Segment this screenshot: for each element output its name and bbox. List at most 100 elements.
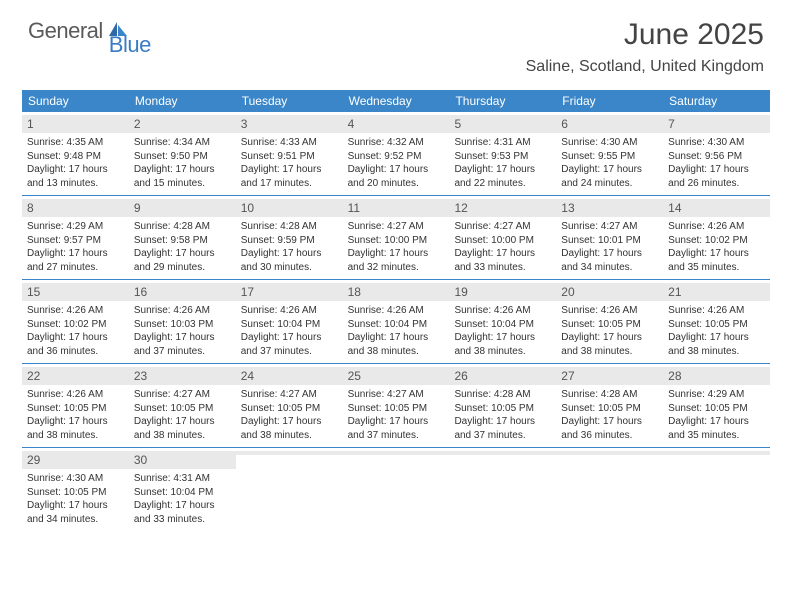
day-number [236, 451, 343, 455]
day-daylight-line2: and 33 minutes. [454, 261, 551, 275]
day-number: 16 [129, 283, 236, 301]
day-daylight-line1: Daylight: 17 hours [454, 331, 551, 345]
day-daylight-line2: and 38 minutes. [27, 429, 124, 443]
day-sunset: Sunset: 10:04 PM [134, 486, 231, 500]
dow-saturday: Saturday [663, 90, 770, 112]
day-sunrise: Sunrise: 4:27 AM [348, 220, 445, 234]
day-sunrise: Sunrise: 4:26 AM [348, 304, 445, 318]
day-number [343, 451, 450, 455]
day-sunset: Sunset: 10:05 PM [348, 402, 445, 416]
day-daylight-line2: and 22 minutes. [454, 177, 551, 191]
day-sunrise: Sunrise: 4:28 AM [454, 388, 551, 402]
day-cell [556, 448, 663, 531]
day-daylight-line2: and 29 minutes. [134, 261, 231, 275]
day-daylight-line1: Daylight: 17 hours [668, 247, 765, 261]
day-daylight-line1: Daylight: 17 hours [134, 331, 231, 345]
day-daylight-line1: Daylight: 17 hours [134, 247, 231, 261]
dow-tuesday: Tuesday [236, 90, 343, 112]
day-cell: 17Sunrise: 4:26 AMSunset: 10:04 PMDaylig… [236, 280, 343, 363]
day-number: 2 [129, 115, 236, 133]
day-number: 27 [556, 367, 663, 385]
day-sunrise: Sunrise: 4:32 AM [348, 136, 445, 150]
day-sunrise: Sunrise: 4:34 AM [134, 136, 231, 150]
day-cell: 23Sunrise: 4:27 AMSunset: 10:05 PMDaylig… [129, 364, 236, 447]
logo-text-general: General [28, 18, 103, 44]
day-daylight-line1: Daylight: 17 hours [668, 163, 765, 177]
day-sunset: Sunset: 10:02 PM [27, 318, 124, 332]
day-daylight-line1: Daylight: 17 hours [27, 331, 124, 345]
day-sunrise: Sunrise: 4:26 AM [27, 304, 124, 318]
day-daylight-line1: Daylight: 17 hours [348, 247, 445, 261]
logo-text-blue: Blue [109, 32, 151, 58]
day-sunset: Sunset: 10:05 PM [27, 402, 124, 416]
day-number: 7 [663, 115, 770, 133]
day-daylight-line1: Daylight: 17 hours [348, 331, 445, 345]
day-sunset: Sunset: 10:05 PM [561, 402, 658, 416]
day-daylight-line2: and 38 minutes. [348, 345, 445, 359]
day-daylight-line2: and 37 minutes. [454, 429, 551, 443]
week-row: 8Sunrise: 4:29 AMSunset: 9:57 PMDaylight… [22, 196, 770, 280]
day-daylight-line1: Daylight: 17 hours [27, 499, 124, 513]
day-cell: 28Sunrise: 4:29 AMSunset: 10:05 PMDaylig… [663, 364, 770, 447]
day-cell: 24Sunrise: 4:27 AMSunset: 10:05 PMDaylig… [236, 364, 343, 447]
day-sunrise: Sunrise: 4:30 AM [561, 136, 658, 150]
day-sunset: Sunset: 10:05 PM [454, 402, 551, 416]
location-subtitle: Saline, Scotland, United Kingdom [526, 58, 764, 76]
dow-wednesday: Wednesday [343, 90, 450, 112]
day-number: 30 [129, 451, 236, 469]
day-sunrise: Sunrise: 4:26 AM [668, 304, 765, 318]
day-sunrise: Sunrise: 4:31 AM [454, 136, 551, 150]
day-daylight-line2: and 32 minutes. [348, 261, 445, 275]
day-sunset: Sunset: 9:56 PM [668, 150, 765, 164]
day-daylight-line1: Daylight: 17 hours [348, 163, 445, 177]
day-number: 20 [556, 283, 663, 301]
dow-friday: Friday [556, 90, 663, 112]
day-cell [663, 448, 770, 531]
day-number: 13 [556, 199, 663, 217]
day-daylight-line1: Daylight: 17 hours [241, 163, 338, 177]
day-cell: 25Sunrise: 4:27 AMSunset: 10:05 PMDaylig… [343, 364, 450, 447]
day-daylight-line2: and 30 minutes. [241, 261, 338, 275]
day-daylight-line1: Daylight: 17 hours [454, 247, 551, 261]
day-daylight-line2: and 35 minutes. [668, 429, 765, 443]
day-daylight-line2: and 34 minutes. [561, 261, 658, 275]
day-number: 6 [556, 115, 663, 133]
day-cell: 5 Sunrise: 4:31 AMSunset: 9:53 PMDaylight… [449, 112, 556, 195]
day-cell: 13Sunrise: 4:27 AMSunset: 10:01 PMDaylig… [556, 196, 663, 279]
day-daylight-line1: Daylight: 17 hours [668, 415, 765, 429]
day-sunset: Sunset: 10:05 PM [241, 402, 338, 416]
day-cell: 21Sunrise: 4:26 AMSunset: 10:05 PMDaylig… [663, 280, 770, 363]
day-cell: 12Sunrise: 4:27 AMSunset: 10:00 PMDaylig… [449, 196, 556, 279]
day-cell: 4Sunrise: 4:32 AMSunset: 9:52 PMDaylight… [343, 112, 450, 195]
day-cell: 14Sunrise: 4:26 AMSunset: 10:02 PMDaylig… [663, 196, 770, 279]
day-sunrise: Sunrise: 4:33 AM [241, 136, 338, 150]
day-sunrise: Sunrise: 4:26 AM [561, 304, 658, 318]
day-sunset: Sunset: 9:53 PM [454, 150, 551, 164]
day-daylight-line2: and 36 minutes. [27, 345, 124, 359]
day-cell: 9Sunrise: 4:28 AMSunset: 9:58 PMDaylight… [129, 196, 236, 279]
day-sunset: Sunset: 10:04 PM [454, 318, 551, 332]
day-daylight-line1: Daylight: 17 hours [454, 163, 551, 177]
day-sunrise: Sunrise: 4:26 AM [668, 220, 765, 234]
day-sunset: Sunset: 10:04 PM [348, 318, 445, 332]
dow-sunday: Sunday [22, 90, 129, 112]
dow-header-row: Sunday Monday Tuesday Wednesday Thursday… [22, 90, 770, 112]
day-sunset: Sunset: 9:52 PM [348, 150, 445, 164]
day-sunset: Sunset: 10:05 PM [668, 318, 765, 332]
day-sunrise: Sunrise: 4:28 AM [134, 220, 231, 234]
day-number: 15 [22, 283, 129, 301]
day-daylight-line1: Daylight: 17 hours [454, 415, 551, 429]
day-sunrise: Sunrise: 4:27 AM [134, 388, 231, 402]
day-number [663, 451, 770, 455]
day-number: 5 [449, 115, 556, 133]
day-daylight-line2: and 24 minutes. [561, 177, 658, 191]
day-number: 21 [663, 283, 770, 301]
day-sunrise: Sunrise: 4:31 AM [134, 472, 231, 486]
day-number: 3 [236, 115, 343, 133]
day-number: 28 [663, 367, 770, 385]
page-title: June 2025 [526, 18, 764, 52]
day-number: 29 [22, 451, 129, 469]
day-number: 24 [236, 367, 343, 385]
day-daylight-line1: Daylight: 17 hours [27, 247, 124, 261]
day-daylight-line2: and 20 minutes. [348, 177, 445, 191]
